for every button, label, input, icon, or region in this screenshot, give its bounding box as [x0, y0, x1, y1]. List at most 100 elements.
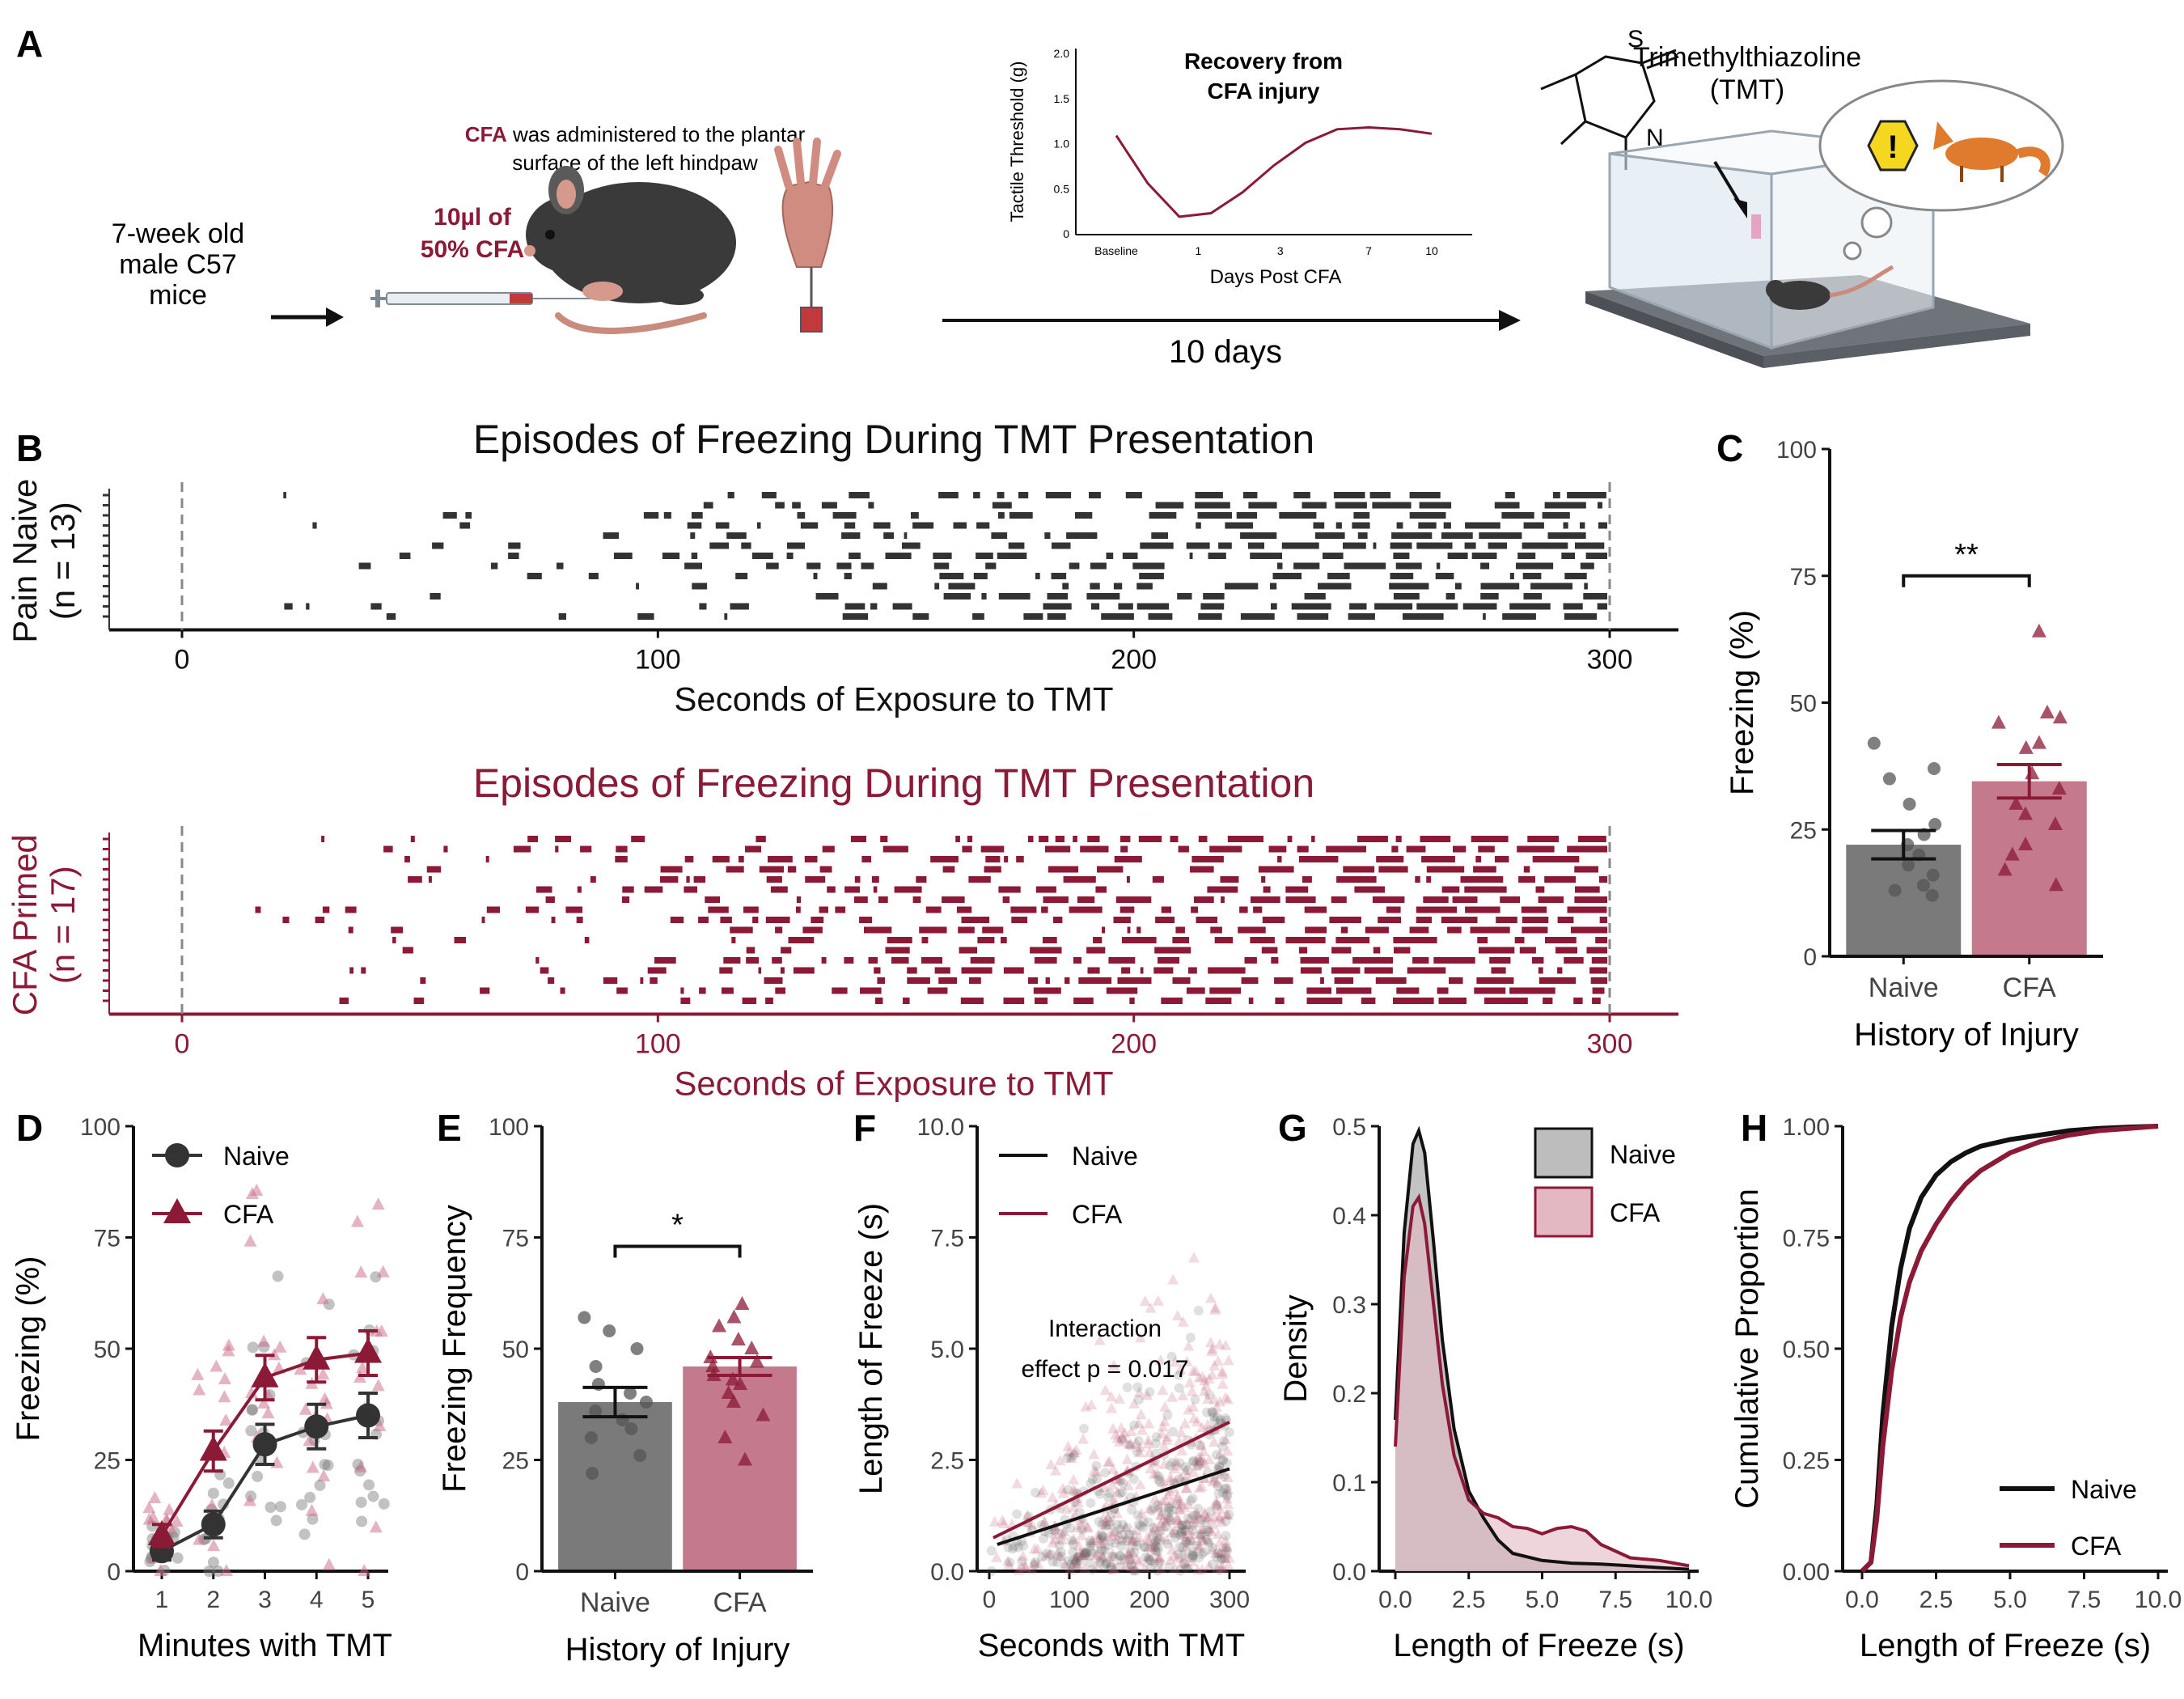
- raster-freeze-episode: [576, 917, 583, 923]
- raster-freeze-episode: [759, 866, 784, 873]
- data-point-cfa: [988, 1515, 1001, 1527]
- data-point-naive: [1117, 1536, 1127, 1546]
- x-tick-label: 0.0: [1378, 1587, 1412, 1613]
- raster-freeze-episode: [1465, 906, 1500, 913]
- data-point-naive: [1068, 1547, 1078, 1557]
- raster-freeze-episode: [1279, 512, 1317, 519]
- raster-freeze-episode: [686, 876, 690, 883]
- data-point-naive: [1204, 1537, 1214, 1548]
- data-point-cfa: [1092, 1532, 1104, 1544]
- raster-freeze-episode: [1539, 977, 1577, 984]
- raster-freeze-episode: [735, 573, 748, 579]
- raster-freeze-episode: [565, 906, 583, 913]
- data-point: [207, 1557, 219, 1569]
- raster-freeze-episode: [861, 562, 874, 570]
- data-point: [305, 1503, 319, 1516]
- data-point-cfa: [1181, 1482, 1192, 1493]
- data-point-naive: [1196, 1530, 1206, 1540]
- data-point-cfa: [1120, 1560, 1132, 1570]
- raster-freeze-episode: [757, 522, 761, 529]
- raster-freeze-episode: [1248, 502, 1277, 509]
- data-point-cfa: [1133, 1532, 1145, 1543]
- raster-freeze-episode: [787, 866, 797, 873]
- raster-freeze-episode: [985, 562, 997, 570]
- raster-freeze-episode: [1314, 532, 1345, 539]
- data-point-naive: [1095, 1534, 1106, 1544]
- x-tick-label: 0.0: [1845, 1587, 1879, 1613]
- data-point-naive: [1187, 1553, 1198, 1563]
- y-tick-label: 0: [1803, 944, 1817, 971]
- raster-freeze-episode: [1580, 562, 1594, 570]
- raster-freeze-episode: [997, 492, 1005, 498]
- data-point-cfa: [1056, 1529, 1069, 1540]
- raster-freeze-episode: [1300, 957, 1329, 964]
- data-point-cfa: [1065, 1452, 1077, 1464]
- raster-freeze-episode: [1261, 947, 1278, 954]
- raster-freeze-episode: [775, 502, 785, 509]
- raster-freeze-episode: [1250, 937, 1275, 943]
- data-point-cfa: [1013, 1564, 1025, 1575]
- raster-freeze-episode: [1369, 492, 1391, 498]
- raster-freeze-episode: [1479, 532, 1522, 539]
- data-point-cfa: [1104, 1515, 1116, 1527]
- raster-freeze-episode: [1113, 583, 1123, 590]
- data-point-cfa: [991, 1551, 1003, 1562]
- data-point-cfa: [1193, 1371, 1205, 1383]
- data-point-cfa: [1184, 1376, 1196, 1388]
- raster-freeze-episode: [1343, 866, 1375, 873]
- raster-freeze-episode: [322, 906, 330, 913]
- data-point-cfa: [1162, 1430, 1174, 1442]
- data-point-naive: [1153, 1546, 1162, 1557]
- raster-freeze-episode: [1035, 998, 1048, 1004]
- data-point-naive: [1133, 1395, 1144, 1405]
- data-point: [270, 1515, 282, 1527]
- raster-freeze-episode: [1331, 896, 1347, 903]
- y-tick-label: 50: [502, 1337, 529, 1363]
- data-point-cfa: [1192, 1542, 1204, 1553]
- raster-freeze-episode: [781, 947, 792, 954]
- raster-freeze-episode: [770, 886, 788, 893]
- raster-freeze-episode: [1243, 492, 1258, 498]
- data-point-naive: [1212, 1412, 1222, 1422]
- data-point-naive: [1177, 1524, 1187, 1535]
- raster-freeze-episode: [1532, 957, 1544, 964]
- data-point-naive: [1066, 1559, 1076, 1570]
- raster-freeze-episode: [339, 998, 349, 1004]
- data-point-naive: [1187, 1550, 1198, 1561]
- raster-freeze-episode: [1372, 896, 1405, 903]
- data-point-cfa: [1183, 1512, 1196, 1523]
- data-point-naive: [1115, 1561, 1125, 1572]
- data-point-cfa: [1050, 1464, 1062, 1476]
- raster-freeze-episode: [967, 836, 973, 842]
- raster-freeze-episode: [1027, 977, 1039, 984]
- raster-freeze-episode: [1113, 917, 1131, 923]
- mouse-icon: [524, 166, 736, 334]
- significance-bracket: [1902, 574, 2031, 587]
- raster-freeze-episode: [796, 896, 802, 903]
- density-line-naive: [1394, 1125, 1690, 1571]
- raster-freeze-episode: [800, 522, 819, 529]
- data-point: [1927, 762, 1941, 776]
- data-point-naive: [1193, 1460, 1204, 1471]
- data-point-naive: [1109, 1552, 1120, 1562]
- raster-freeze-episode: [692, 512, 703, 519]
- data-point: [207, 1487, 219, 1499]
- data-point-naive: [1036, 1520, 1047, 1530]
- raster-freeze-episode: [992, 502, 1012, 509]
- data-point-cfa: [1223, 1552, 1235, 1563]
- raster-freeze-episode: [1373, 542, 1377, 549]
- raster-freeze-episode: [968, 876, 991, 883]
- data-point-cfa: [997, 1515, 1009, 1526]
- data-point-cfa: [1088, 1448, 1100, 1460]
- raster-freeze-episode: [1376, 856, 1404, 862]
- raster-freeze-episode: [1030, 947, 1062, 954]
- data-point-cfa: [1168, 1463, 1180, 1474]
- raster-freeze-episode: [722, 987, 734, 994]
- raster-freeze-episode: [1073, 998, 1094, 1004]
- raster-freeze-episode: [1586, 947, 1607, 954]
- data-point: [273, 1340, 287, 1353]
- raster-freeze-episode: [1574, 896, 1607, 903]
- data-point-naive: [1185, 1536, 1196, 1546]
- raster-freeze-episode: [1471, 553, 1497, 559]
- panel-letter-g: G: [1278, 1107, 1307, 1149]
